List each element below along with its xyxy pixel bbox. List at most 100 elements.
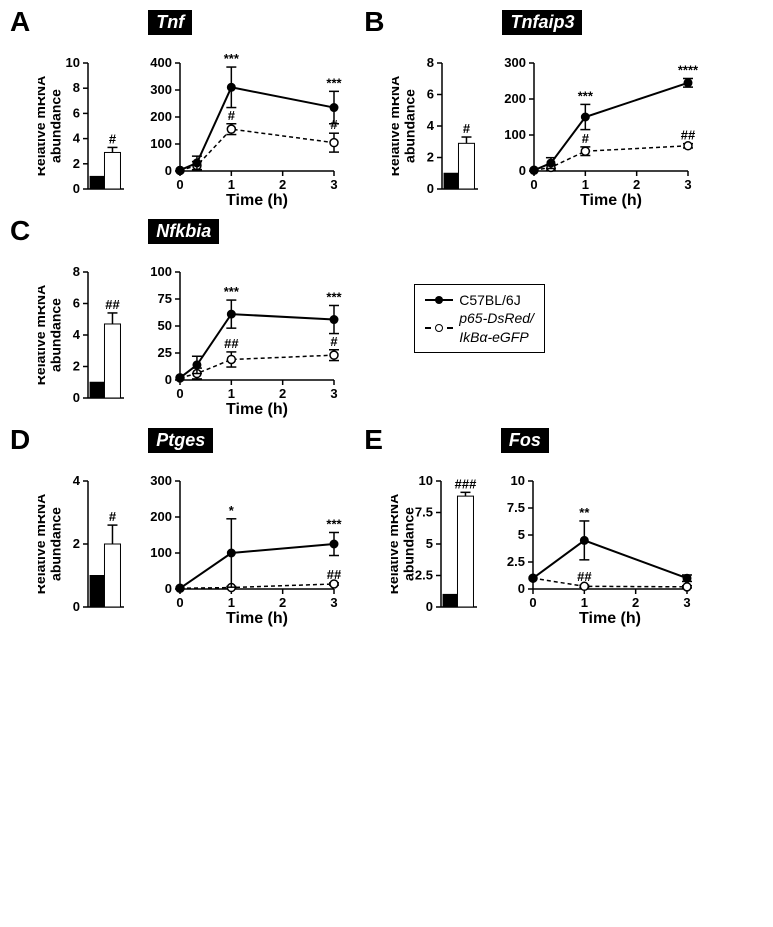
gene-title: Fos: [501, 428, 549, 453]
sig-annot: ***: [327, 516, 343, 531]
panel-label: D: [10, 424, 30, 456]
svg-text:1: 1: [228, 595, 235, 610]
svg-text:8: 8: [427, 55, 434, 70]
svg-text:Relative mRNAabundance: Relative mRNAabundance: [38, 494, 63, 594]
legend-label-1: C57BL/6J: [459, 291, 520, 309]
svg-text:0: 0: [529, 595, 536, 610]
svg-text:2.5: 2.5: [507, 554, 525, 569]
sig-annot: ***: [224, 51, 240, 66]
svg-text:1: 1: [581, 595, 588, 610]
svg-text:100: 100: [151, 136, 173, 151]
bar-chart: 02.557.510###Relative mRNAabundance: [391, 457, 481, 627]
gene-title: Tnfaip3: [502, 10, 582, 35]
bar-reporter: [105, 544, 121, 607]
svg-text:2: 2: [632, 595, 639, 610]
svg-text:6: 6: [73, 296, 80, 311]
svg-text:0: 0: [519, 163, 526, 178]
svg-text:200: 200: [151, 509, 173, 524]
svg-text:200: 200: [505, 91, 527, 106]
svg-text:0: 0: [177, 595, 184, 610]
svg-text:0: 0: [531, 177, 538, 192]
panel-B: BTnfaip302468#Relative mRNAabundance0100…: [364, 10, 698, 209]
legend-marker-dashed: [425, 322, 453, 334]
svg-text:0: 0: [426, 599, 433, 614]
panel-D: DPtges024#Relative mRNAabundance01002003…: [10, 428, 344, 627]
legend-marker-solid: [425, 294, 453, 306]
svg-text:100: 100: [151, 545, 173, 560]
panel-A: ATnf0246810#Relative mRNAabundance010020…: [10, 10, 344, 209]
svg-text:6: 6: [73, 105, 80, 120]
svg-text:4: 4: [73, 131, 81, 146]
svg-text:0: 0: [73, 181, 80, 196]
svg-text:25: 25: [158, 345, 172, 360]
svg-text:0: 0: [165, 163, 172, 178]
bar-chart: 02468##Relative mRNAabundance: [38, 248, 128, 418]
svg-text:3: 3: [683, 595, 690, 610]
sig-annot: **: [579, 505, 590, 520]
sig-annot: ##: [327, 567, 342, 582]
svg-text:0: 0: [427, 181, 434, 196]
svg-text:2: 2: [279, 177, 286, 192]
svg-text:0: 0: [177, 177, 184, 192]
bar-annot: ###: [455, 476, 477, 491]
svg-text:100: 100: [151, 264, 173, 279]
legend-label-2a: p65-DsRed/: [459, 309, 534, 327]
line-chart: 01002003004000123Time (h)******##: [134, 39, 344, 209]
svg-text:400: 400: [151, 55, 173, 70]
sig-annot: ***: [327, 75, 343, 90]
svg-text:10: 10: [510, 473, 524, 488]
bar-c57: [90, 576, 106, 608]
x-axis-label: Time (h): [226, 192, 288, 209]
svg-text:1: 1: [582, 177, 589, 192]
bar-reporter: [459, 143, 475, 189]
svg-text:3: 3: [331, 177, 338, 192]
panel-C: CNfkbia02468##Relative mRNAabundance0255…: [10, 219, 344, 418]
line-chart: 02.557.5100123Time (h)**##: [487, 457, 697, 627]
svg-text:7.5: 7.5: [507, 500, 525, 515]
sig-annot: *: [229, 503, 235, 518]
svg-text:7.5: 7.5: [415, 505, 433, 520]
gene-title: Nfkbia: [148, 219, 219, 244]
gene-title: Ptges: [148, 428, 213, 453]
svg-text:3: 3: [331, 386, 338, 401]
sig-annot: #: [331, 334, 339, 349]
bar-reporter: [105, 152, 121, 189]
legend: C57BL/6Jp65-DsRed/IkBα-eGFP: [414, 219, 545, 418]
bar-chart: 0246810#Relative mRNAabundance: [38, 39, 128, 209]
svg-text:10: 10: [418, 473, 432, 488]
sig-annot: #: [228, 108, 236, 123]
svg-text:0: 0: [177, 386, 184, 401]
x-axis-label: Time (h): [579, 610, 641, 627]
sig-annot: #: [331, 117, 339, 132]
svg-text:0: 0: [165, 372, 172, 387]
svg-text:4: 4: [73, 327, 81, 342]
panel-label: C: [10, 215, 30, 247]
bar-annot: #: [109, 509, 117, 524]
svg-text:0: 0: [73, 599, 80, 614]
panel-label: E: [364, 424, 383, 456]
svg-text:Relative mRNAabundance: Relative mRNAabundance: [391, 494, 416, 594]
svg-text:75: 75: [158, 291, 172, 306]
panel-label: A: [10, 6, 30, 38]
svg-text:8: 8: [73, 264, 80, 279]
svg-text:200: 200: [151, 109, 173, 124]
svg-text:4: 4: [427, 118, 435, 133]
svg-text:6: 6: [427, 87, 434, 102]
svg-text:4: 4: [73, 473, 81, 488]
panel-E: EFos02.557.510###Relative mRNAabundance0…: [364, 428, 697, 627]
bar-annot: #: [463, 121, 471, 136]
line-chart: 02550751000123Time (h)******###: [134, 248, 344, 418]
svg-text:50: 50: [158, 318, 172, 333]
svg-text:300: 300: [505, 55, 527, 70]
bar-chart: 02468#Relative mRNAabundance: [392, 39, 482, 209]
svg-text:1: 1: [228, 386, 235, 401]
svg-text:2: 2: [634, 177, 641, 192]
svg-text:2: 2: [427, 150, 434, 165]
bar-reporter: [105, 324, 121, 398]
svg-text:2: 2: [279, 386, 286, 401]
bar-reporter: [457, 496, 473, 607]
svg-text:Relative mRNAabundance: Relative mRNAabundance: [38, 285, 63, 385]
panel-label: B: [364, 6, 384, 38]
x-axis-label: Time (h): [226, 401, 288, 418]
sig-annot: ##: [681, 128, 696, 143]
